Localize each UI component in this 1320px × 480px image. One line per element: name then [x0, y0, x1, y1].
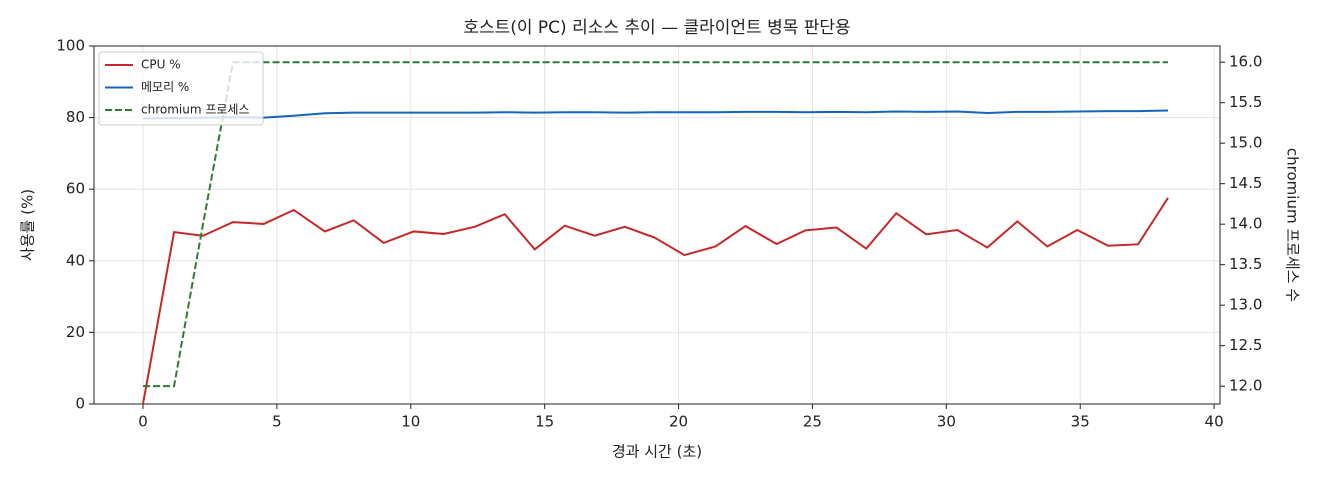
x-tick-label: 0: [138, 413, 148, 431]
legend-label: 메모리 %: [141, 80, 189, 94]
y2-tick-label: 15.0: [1229, 134, 1262, 152]
y-tick-label: 20: [66, 323, 85, 341]
y2-tick-label: 16.0: [1229, 53, 1262, 71]
chart-title: 호스트(이 PC) 리소스 추이 — 클라이언트 병목 판단용: [463, 18, 850, 38]
series-line: [143, 61, 1169, 388]
y-tick-label: 40: [66, 251, 85, 269]
x-tick-label: 5: [272, 413, 282, 431]
legend-label: chromium 프로세스: [141, 103, 250, 117]
x-tick-label: 15: [535, 413, 554, 431]
x-tick-label: 10: [401, 413, 420, 431]
y-tick-label: 0: [75, 395, 85, 413]
y2-tick-label: 14.5: [1229, 174, 1262, 192]
y2-tick-label: 12.5: [1229, 336, 1262, 354]
y2-tick-label: 15.5: [1229, 93, 1262, 111]
y-tick-label: 100: [56, 37, 85, 55]
legend-label: CPU %: [141, 58, 181, 72]
y2-axis-label: chromium 프로세스 수: [1284, 148, 1302, 302]
y-tick-label: 80: [66, 108, 85, 126]
legend: CPU % 메모리 % chromium 프로세스: [98, 51, 264, 126]
x-tick-label: 25: [803, 413, 822, 431]
y2-tick-label: 14.0: [1229, 215, 1262, 233]
x-tick-label: 30: [937, 413, 956, 431]
plot-frame: [93, 45, 1221, 405]
y2-tick-label: 13.5: [1229, 255, 1262, 273]
y-axis-label: 사용률 (%): [19, 189, 37, 261]
legend-box: [98, 51, 264, 126]
x-axis-label: 경과 시간 (초): [612, 443, 702, 461]
x-tick-label: 35: [1071, 413, 1090, 431]
y2-tick-label: 12.0: [1229, 377, 1262, 395]
series-line: [142, 109, 1169, 120]
x-tick-label: 20: [669, 413, 688, 431]
y-tick-label: 60: [66, 180, 85, 198]
x-tick-label: 40: [1205, 413, 1224, 431]
series-line: [142, 197, 1169, 405]
y2-tick-label: 13.0: [1229, 296, 1262, 314]
